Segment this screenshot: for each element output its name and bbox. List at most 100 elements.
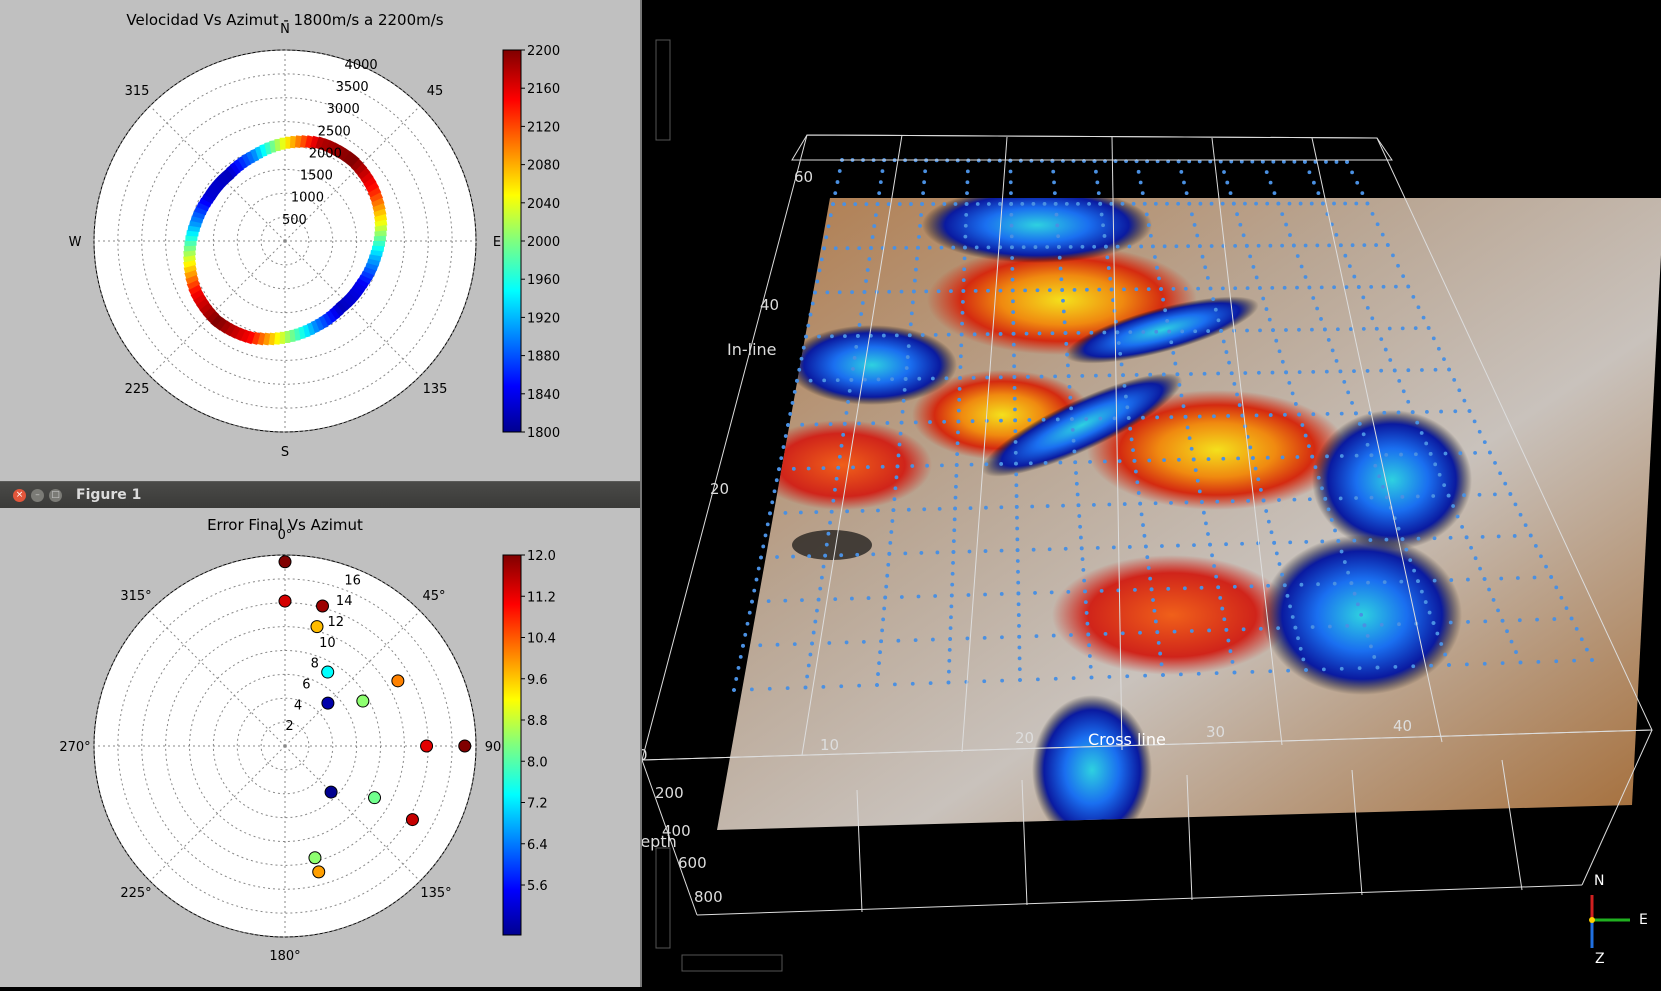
- well-dot: [1281, 360, 1285, 364]
- well-dot: [962, 267, 966, 271]
- well-dot: [1000, 549, 1004, 553]
- well-dot: [1379, 337, 1383, 341]
- well-dot: [1453, 409, 1457, 413]
- well-dot: [1248, 254, 1252, 258]
- well-dot: [1015, 505, 1019, 509]
- window-maximize-button[interactable]: □: [49, 489, 62, 502]
- well-dot: [1362, 432, 1366, 436]
- well-dot: [1107, 675, 1111, 679]
- well-dot: [822, 565, 826, 569]
- well-dot: [1182, 181, 1186, 185]
- well-dot: [1483, 662, 1487, 666]
- error-point: [325, 786, 337, 798]
- well-dot: [1189, 372, 1193, 376]
- well-dot: [966, 180, 970, 184]
- well-dot: [1045, 245, 1049, 249]
- well-dot: [1178, 383, 1182, 387]
- well-dot: [1465, 535, 1469, 539]
- window-minimize-button[interactable]: –: [31, 489, 44, 502]
- colorbar-tick-label: 5.6: [527, 879, 548, 894]
- seismic-3d-scene[interactable]: In-line Cross line Depth 60 40 20 0 10 2…: [642, 0, 1661, 987]
- well-dot: [917, 377, 921, 381]
- well-dot: [1011, 299, 1015, 303]
- figure-window-titlebar[interactable]: × – □ Figure 1: [0, 481, 640, 508]
- well-dot: [1505, 629, 1509, 633]
- well-dot: [889, 530, 893, 534]
- well-dot: [966, 169, 970, 173]
- well-dot: [1235, 393, 1239, 397]
- velocity-ring-segment: [217, 182, 220, 186]
- well-dot: [1069, 245, 1073, 249]
- well-dot: [1017, 635, 1021, 639]
- well-dot: [1356, 602, 1360, 606]
- well-dot: [1009, 191, 1013, 195]
- well-dot: [931, 638, 935, 642]
- window-close-button[interactable]: ×: [13, 489, 26, 502]
- well-dot: [956, 441, 960, 445]
- velocity-ring-segment: [313, 326, 318, 328]
- well-dot: [1121, 202, 1125, 206]
- well-dot: [804, 686, 808, 690]
- well-dot: [1269, 181, 1273, 185]
- colorbar-tick-label: 9.6: [527, 673, 548, 688]
- inline-axis-label: In-line: [727, 340, 777, 359]
- velocity-ring-segment: [362, 172, 366, 177]
- well-dot: [1243, 371, 1247, 375]
- well-dot: [1097, 288, 1101, 292]
- well-dot: [1422, 316, 1426, 320]
- well-dot: [1036, 288, 1040, 292]
- well-dot: [1501, 619, 1505, 623]
- well-dot: [755, 578, 759, 582]
- depth-tick-600: 600: [678, 854, 707, 872]
- well-dot: [1397, 411, 1401, 415]
- velocity-ring-segment: [196, 217, 197, 222]
- well-dot: [807, 664, 811, 668]
- well-dot: [1138, 502, 1142, 506]
- well-dot: [1015, 537, 1019, 541]
- well-dot: [1123, 502, 1127, 506]
- well-dot: [883, 596, 887, 600]
- angle-180-label: 180°: [269, 949, 300, 964]
- well-dot: [1332, 202, 1336, 206]
- viewer-scrollbar-top[interactable]: [656, 40, 670, 140]
- well-dot: [1017, 624, 1021, 628]
- inline-tick-60: 60: [794, 168, 813, 186]
- well-dot: [1462, 493, 1466, 497]
- well-dot: [1176, 202, 1180, 206]
- well-dot: [1204, 521, 1208, 525]
- crossline-tick-0: 0: [642, 746, 648, 764]
- well-dot: [793, 390, 797, 394]
- well-dot: [1133, 459, 1137, 463]
- angle-225-label: 225°: [120, 886, 151, 901]
- well-dot: [982, 679, 986, 683]
- well-dot: [1084, 600, 1088, 604]
- radial-tick-label: 4: [294, 698, 302, 713]
- well-dot: [1420, 431, 1424, 435]
- well-dot: [1322, 667, 1326, 671]
- well-dot: [1089, 665, 1093, 669]
- velocity-ring-segment: [252, 154, 257, 156]
- well-dot: [1465, 662, 1469, 666]
- well-dot: [1339, 369, 1343, 373]
- well-dot: [1011, 289, 1015, 293]
- viewer-scrollbar-bottom[interactable]: [656, 848, 670, 948]
- velocity-ring-segment: [253, 337, 259, 339]
- well-dot: [1117, 341, 1121, 345]
- well-dot: [1104, 245, 1108, 249]
- well-dot: [949, 626, 953, 630]
- well-dot: [1333, 582, 1337, 586]
- well-dot: [865, 202, 869, 206]
- well-dot: [743, 633, 747, 637]
- well-dot: [1383, 580, 1387, 584]
- well-dot: [1074, 471, 1078, 475]
- seismic-3d-viewer[interactable]: In-line Cross line Depth 60 40 20 0 10 2…: [642, 0, 1661, 987]
- well-dot: [1315, 244, 1319, 248]
- well-dot: [1087, 202, 1091, 206]
- well-dot: [1429, 664, 1433, 668]
- well-dot: [853, 202, 857, 206]
- well-dot: [1032, 548, 1036, 552]
- error-point: [317, 600, 329, 612]
- well-dot: [963, 235, 967, 239]
- velocity-ring-segment: [270, 146, 275, 147]
- well-dot: [800, 357, 804, 361]
